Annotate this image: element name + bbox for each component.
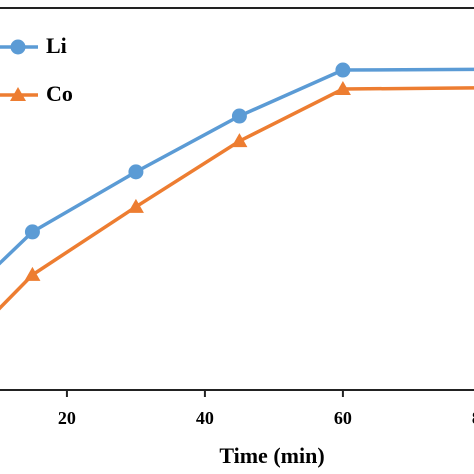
legend-marker xyxy=(10,39,26,55)
data-point xyxy=(334,81,351,96)
series-line xyxy=(0,67,474,266)
x-tick-label: 40 xyxy=(196,408,214,428)
series-line xyxy=(0,86,474,311)
data-point xyxy=(24,224,40,240)
data-point xyxy=(127,198,144,213)
x-axis-label: Time (min) xyxy=(219,443,324,468)
legend-label: Li xyxy=(46,33,67,58)
data-point xyxy=(335,62,351,78)
data-point xyxy=(231,108,247,124)
legend-marker xyxy=(10,87,26,101)
x-tick-label: 80 xyxy=(472,408,474,428)
data-point xyxy=(128,164,144,180)
data-point xyxy=(24,266,41,281)
legend-label: Co xyxy=(46,81,73,106)
data-point xyxy=(231,133,248,148)
x-tick-label: 20 xyxy=(58,408,76,428)
x-tick-label: 60 xyxy=(334,408,352,428)
